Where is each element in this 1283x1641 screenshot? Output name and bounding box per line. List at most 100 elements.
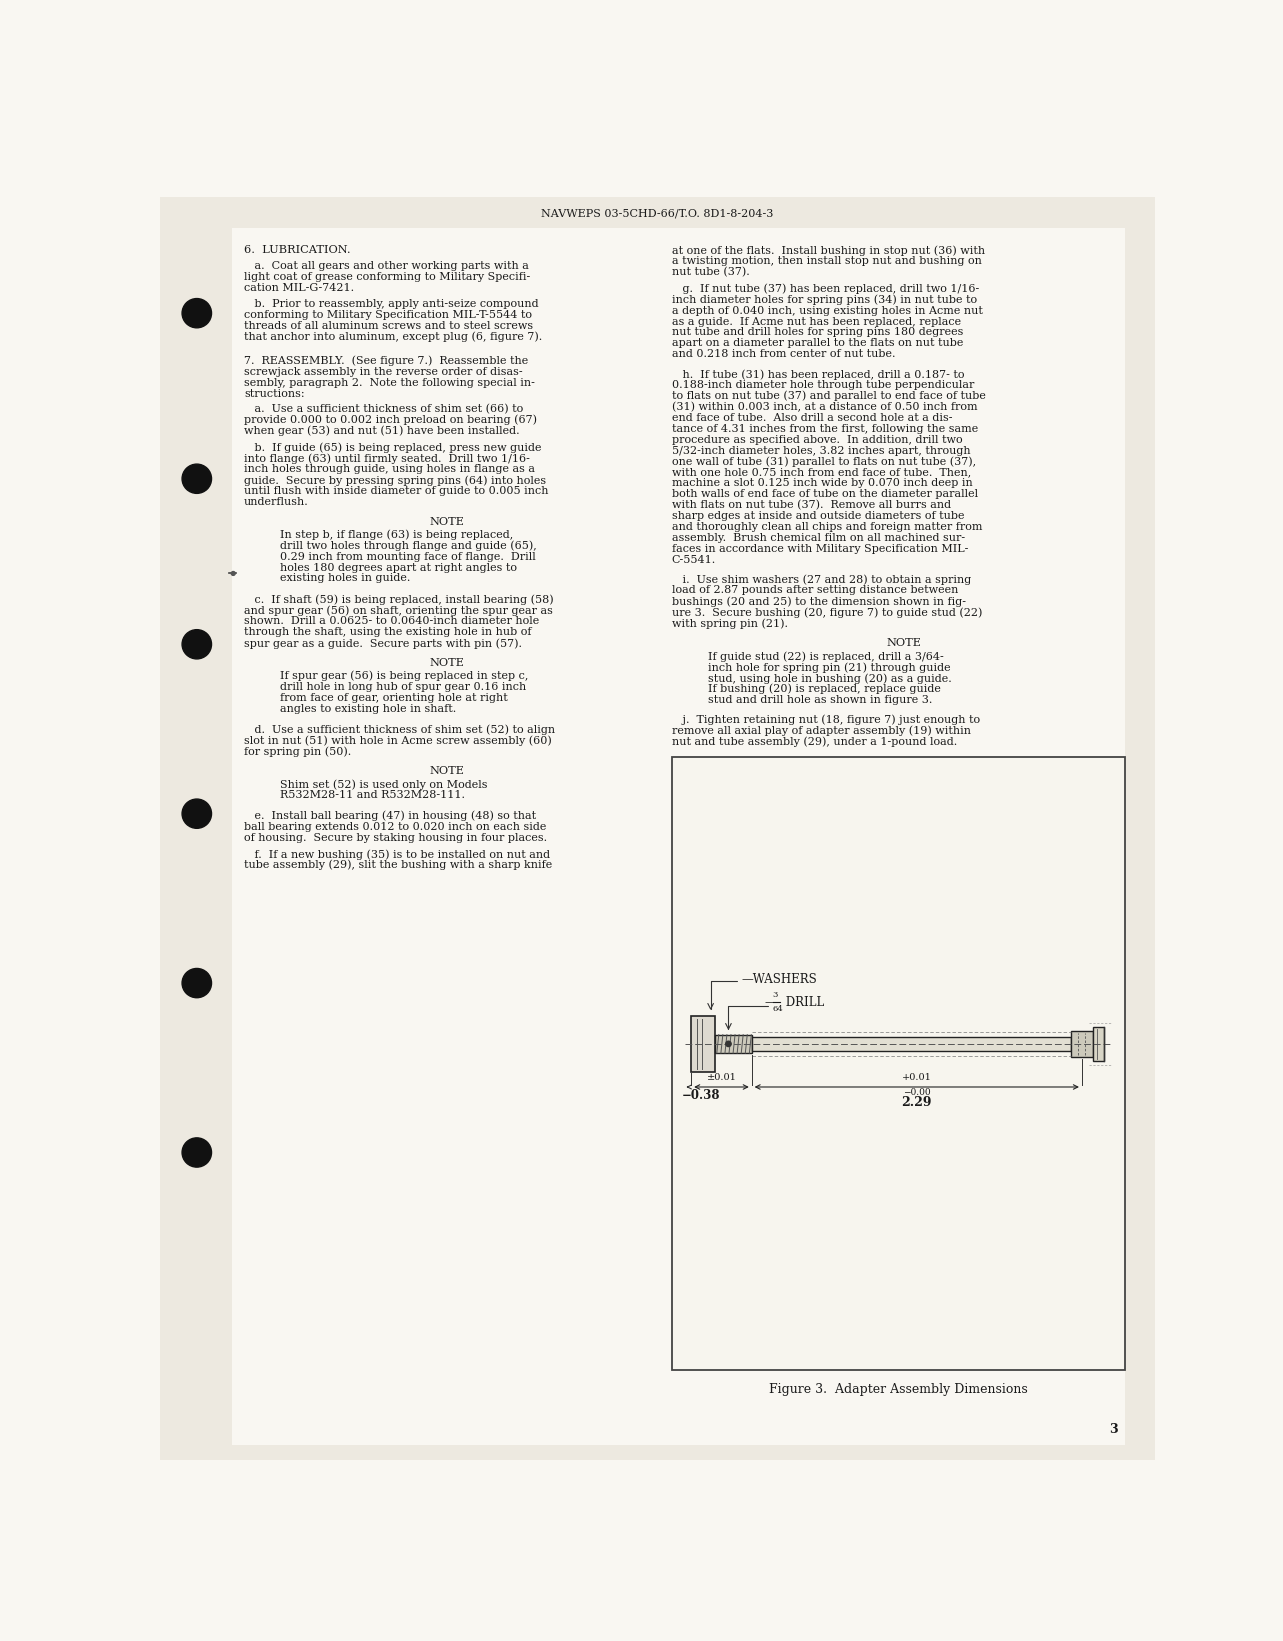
Text: 0.29 inch from mounting face of flange.  Drill: 0.29 inch from mounting face of flange. … xyxy=(281,551,536,561)
Text: a.  Coat all gears and other working parts with a: a. Coat all gears and other working part… xyxy=(244,261,529,271)
Text: inch diameter holes for spring pins (34) in nut tube to: inch diameter holes for spring pins (34)… xyxy=(672,295,976,305)
Text: a.  Use a sufficient thickness of shim set (66) to: a. Use a sufficient thickness of shim se… xyxy=(244,404,523,414)
Text: existing holes in guide.: existing holes in guide. xyxy=(281,573,411,584)
Text: with flats on nut tube (37).  Remove all burrs and: with flats on nut tube (37). Remove all … xyxy=(672,501,951,510)
Text: nut tube (37).: nut tube (37). xyxy=(672,267,749,277)
Bar xyxy=(672,757,1125,1370)
Text: apart on a diameter parallel to the flats on nut tube: apart on a diameter parallel to the flat… xyxy=(672,338,964,348)
Bar xyxy=(1093,1027,1105,1060)
Bar xyxy=(692,1016,715,1072)
Text: 5/32-inch diameter holes, 3.82 inches apart, through: 5/32-inch diameter holes, 3.82 inches ap… xyxy=(672,445,970,456)
Text: bushings (20 and 25) to the dimension shown in fig-: bushings (20 and 25) to the dimension sh… xyxy=(672,596,966,607)
Text: 7.  REASSEMBLY.  (See figure 7.)  Reassemble the: 7. REASSEMBLY. (See figure 7.) Reassembl… xyxy=(244,356,529,366)
Text: slot in nut (51) with hole in Acme screw assembly (60): slot in nut (51) with hole in Acme screw… xyxy=(244,735,552,747)
Text: and spur gear (56) on shaft, orienting the spur gear as: and spur gear (56) on shaft, orienting t… xyxy=(244,606,553,615)
Bar xyxy=(1071,1031,1093,1057)
Bar xyxy=(160,197,232,1460)
Text: tube assembly (29), slit the bushing with a sharp knife: tube assembly (29), slit the bushing wit… xyxy=(244,860,552,870)
Text: Shim set (52) is used only on Models: Shim set (52) is used only on Models xyxy=(281,779,488,789)
Text: e.  Install ball bearing (47) in housing (48) so that: e. Install ball bearing (47) in housing … xyxy=(244,811,536,820)
Text: end face of tube.  Also drill a second hole at a dis-: end face of tube. Also drill a second ho… xyxy=(672,414,952,423)
Text: into flange (63) until firmly seated.  Drill two 1/16-: into flange (63) until firmly seated. Dr… xyxy=(244,453,530,464)
Text: g.  If nut tube (37) has been replaced, drill two 1/16-: g. If nut tube (37) has been replaced, d… xyxy=(672,284,979,294)
Text: nut and tube assembly (29), under a 1-pound load.: nut and tube assembly (29), under a 1-po… xyxy=(672,737,957,747)
Text: machine a slot 0.125 inch wide by 0.070 inch deep in: machine a slot 0.125 inch wide by 0.070 … xyxy=(672,478,973,489)
Text: tance of 4.31 inches from the first, following the same: tance of 4.31 inches from the first, fol… xyxy=(672,423,978,433)
Circle shape xyxy=(231,571,235,576)
Text: 2.29: 2.29 xyxy=(902,1096,931,1109)
Text: Figure 3.  Adapter Assembly Dimensions: Figure 3. Adapter Assembly Dimensions xyxy=(770,1383,1028,1396)
Text: stud, using hole in bushing (20) as a guide.: stud, using hole in bushing (20) as a gu… xyxy=(708,673,952,684)
Text: NAVWEPS 03-5CHD-66/T.O. 8D1-8-204-3: NAVWEPS 03-5CHD-66/T.O. 8D1-8-204-3 xyxy=(541,208,774,218)
Circle shape xyxy=(182,299,212,328)
Circle shape xyxy=(182,464,212,494)
Text: spur gear as a guide.  Secure parts with pin (57).: spur gear as a guide. Secure parts with … xyxy=(244,638,522,648)
Text: one wall of tube (31) parallel to flats on nut tube (37),: one wall of tube (31) parallel to flats … xyxy=(672,456,976,468)
Bar xyxy=(160,197,1155,228)
Text: from face of gear, orienting hole at right: from face of gear, orienting hole at rig… xyxy=(281,693,508,702)
Text: light coat of grease conforming to Military Specifi-: light coat of grease conforming to Milit… xyxy=(244,272,530,282)
Text: −0.00: −0.00 xyxy=(903,1088,930,1096)
Text: cation MIL-G-7421.: cation MIL-G-7421. xyxy=(244,282,354,292)
Text: NOTE: NOTE xyxy=(430,517,464,527)
Text: d.  Use a sufficient thickness of shim set (52) to align: d. Use a sufficient thickness of shim se… xyxy=(244,724,556,735)
Text: j.  Tighten retaining nut (18, figure 7) just enough to: j. Tighten retaining nut (18, figure 7) … xyxy=(672,714,980,725)
Text: drill two holes through flange and guide (65),: drill two holes through flange and guide… xyxy=(281,540,538,551)
Text: load of 2.87 pounds after setting distance between: load of 2.87 pounds after setting distan… xyxy=(672,586,958,596)
Text: conforming to Military Specification MIL-T-5544 to: conforming to Military Specification MIL… xyxy=(244,310,532,320)
Bar xyxy=(160,1446,1155,1460)
Text: as a guide.  If Acme nut has been replaced, replace: as a guide. If Acme nut has been replace… xyxy=(672,317,961,327)
Text: to flats on nut tube (37) and parallel to end face of tube: to flats on nut tube (37) and parallel t… xyxy=(672,391,985,402)
Text: a twisting motion, then install stop nut and bushing on: a twisting motion, then install stop nut… xyxy=(672,256,981,266)
Text: (31) within 0.003 inch, at a distance of 0.50 inch from: (31) within 0.003 inch, at a distance of… xyxy=(672,402,978,412)
Bar xyxy=(1125,197,1155,1460)
Text: provide 0.000 to 0.002 inch preload on bearing (67): provide 0.000 to 0.002 inch preload on b… xyxy=(244,415,538,425)
Text: R532M28-11 and R532M28-111.: R532M28-11 and R532M28-111. xyxy=(281,789,466,799)
Text: sembly, paragraph 2.  Note the following special in-: sembly, paragraph 2. Note the following … xyxy=(244,377,535,387)
Text: that anchor into aluminum, except plug (6, figure 7).: that anchor into aluminum, except plug (… xyxy=(244,331,543,343)
Text: DRILL: DRILL xyxy=(781,996,824,1009)
Text: and thoroughly clean all chips and foreign matter from: and thoroughly clean all chips and forei… xyxy=(672,522,983,532)
Text: of housing.  Secure by staking housing in four places.: of housing. Secure by staking housing in… xyxy=(244,832,548,842)
Text: with one hole 0.75 inch from end face of tube.  Then,: with one hole 0.75 inch from end face of… xyxy=(672,468,971,478)
Text: threads of all aluminum screws and to steel screws: threads of all aluminum screws and to st… xyxy=(244,322,534,331)
Text: sharp edges at inside and outside diameters of tube: sharp edges at inside and outside diamet… xyxy=(672,510,965,522)
Text: If bushing (20) is replaced, replace guide: If bushing (20) is replaced, replace gui… xyxy=(708,684,942,694)
Text: If guide stud (22) is replaced, drill a 3/64-: If guide stud (22) is replaced, drill a … xyxy=(708,651,944,661)
Text: structions:: structions: xyxy=(244,389,304,399)
Text: b.  Prior to reassembly, apply anti-seize compound: b. Prior to reassembly, apply anti-seize… xyxy=(244,299,539,309)
Text: 0.188-inch diameter hole through tube perpendicular: 0.188-inch diameter hole through tube pe… xyxy=(672,381,974,391)
Text: until flush with inside diameter of guide to 0.005 inch: until flush with inside diameter of guid… xyxy=(244,486,549,496)
Text: through the shaft, using the existing hole in hub of: through the shaft, using the existing ho… xyxy=(244,627,531,637)
Text: 6.  LUBRICATION.: 6. LUBRICATION. xyxy=(244,246,350,256)
Text: NOTE: NOTE xyxy=(887,638,921,648)
Text: h.  If tube (31) has been replaced, drill a 0.187- to: h. If tube (31) has been replaced, drill… xyxy=(672,369,965,379)
Text: assembly.  Brush chemical film on all machined sur-: assembly. Brush chemical film on all mac… xyxy=(672,533,965,543)
Text: NOTE: NOTE xyxy=(430,658,464,668)
Text: procedure as specified above.  In addition, drill two: procedure as specified above. In additio… xyxy=(672,435,962,445)
Text: If spur gear (56) is being replaced in step c,: If spur gear (56) is being replaced in s… xyxy=(281,671,529,681)
Text: remove all axial play of adapter assembly (19) within: remove all axial play of adapter assembl… xyxy=(672,725,971,737)
Text: and 0.218 inch from center of nut tube.: and 0.218 inch from center of nut tube. xyxy=(672,350,896,359)
Text: 3: 3 xyxy=(772,991,777,999)
Text: angles to existing hole in shaft.: angles to existing hole in shaft. xyxy=(281,704,457,714)
Text: with spring pin (21).: with spring pin (21). xyxy=(672,619,788,629)
Text: faces in accordance with Military Specification MIL-: faces in accordance with Military Specif… xyxy=(672,543,969,555)
Circle shape xyxy=(726,1040,731,1047)
Text: underflush.: underflush. xyxy=(244,497,309,507)
Circle shape xyxy=(182,968,212,998)
Text: drill hole in long hub of spur gear 0.16 inch: drill hole in long hub of spur gear 0.16… xyxy=(281,681,527,693)
Circle shape xyxy=(182,1137,212,1167)
Text: ure 3.  Secure bushing (20, figure 7) to guide stud (22): ure 3. Secure bushing (20, figure 7) to … xyxy=(672,607,983,619)
Text: i.  Use shim washers (27 and 28) to obtain a spring: i. Use shim washers (27 and 28) to obtai… xyxy=(672,574,971,586)
Text: —WASHERS: —WASHERS xyxy=(742,973,817,986)
Text: C-5541.: C-5541. xyxy=(672,555,716,565)
Text: b.  If guide (65) is being replaced, press new guide: b. If guide (65) is being replaced, pres… xyxy=(244,441,541,453)
Text: when gear (53) and nut (51) have been installed.: when gear (53) and nut (51) have been in… xyxy=(244,427,520,437)
Text: holes 180 degrees apart at right angles to: holes 180 degrees apart at right angles … xyxy=(281,563,517,573)
Text: stud and drill hole as shown in figure 3.: stud and drill hole as shown in figure 3… xyxy=(708,694,933,706)
Text: a depth of 0.040 inch, using existing holes in Acme nut: a depth of 0.040 inch, using existing ho… xyxy=(672,305,983,315)
Text: inch hole for spring pin (21) through guide: inch hole for spring pin (21) through gu… xyxy=(708,661,951,673)
Text: 3: 3 xyxy=(1109,1423,1117,1436)
Text: −0.38: −0.38 xyxy=(681,1088,720,1101)
